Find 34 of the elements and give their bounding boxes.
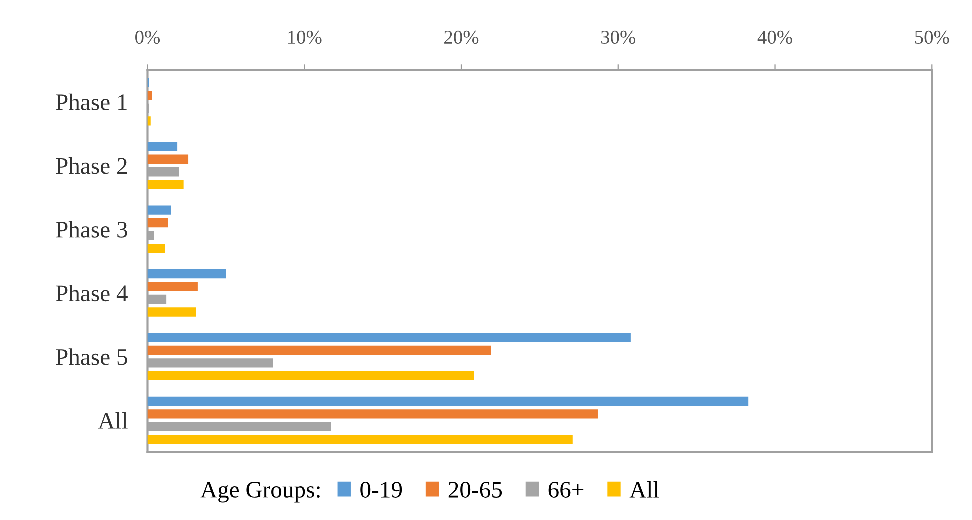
x-tick-label: 20% [444, 30, 479, 44]
bar [148, 91, 152, 100]
y-tick-label: Phase 1 [56, 94, 127, 110]
y-tick-label: Phase 2 [56, 158, 127, 174]
bar [148, 142, 178, 152]
x-tick-label: 30% [601, 30, 636, 44]
bar [148, 116, 151, 126]
bar [148, 410, 598, 419]
legend-label: 0-19 [360, 482, 402, 498]
bar [148, 282, 198, 292]
bar [148, 346, 492, 356]
legend-label: All [630, 481, 660, 498]
bar [148, 244, 165, 254]
bar [148, 435, 573, 444]
x-tick-label: 0% [136, 30, 160, 44]
bar [148, 371, 474, 381]
x-tick-label: 10% [288, 30, 322, 44]
x-tick-label: 40% [758, 30, 792, 44]
y-tick-label: Phase 4 [56, 284, 128, 302]
bar [148, 308, 196, 317]
legend-label: 20-65 [448, 482, 502, 498]
bar [148, 218, 168, 228]
y-tick-label: Phase 3 [56, 221, 128, 238]
bar [148, 180, 184, 190]
y-tick-label: All [98, 412, 128, 429]
y-tick-label: Phase 5 [56, 348, 128, 366]
bar [148, 333, 631, 342]
legend-label: 66+ [548, 482, 584, 498]
bar [148, 269, 226, 279]
legend-title: Age Groups: [200, 482, 320, 503]
bar [148, 154, 189, 164]
bar [148, 396, 749, 406]
bar [148, 206, 172, 215]
x-tick-label: 50% [915, 30, 950, 44]
